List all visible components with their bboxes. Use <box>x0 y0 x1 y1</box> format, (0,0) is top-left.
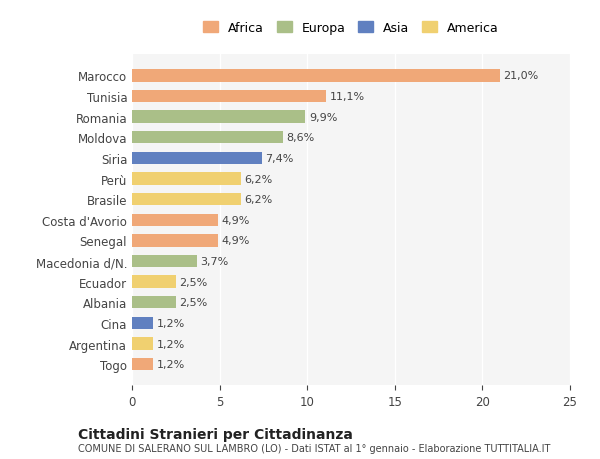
Bar <box>132 111 305 123</box>
Bar <box>132 255 197 268</box>
Text: 9,9%: 9,9% <box>309 112 337 123</box>
Bar <box>132 235 218 247</box>
Bar <box>132 358 153 370</box>
Text: COMUNE DI SALERANO SUL LAMBRO (LO) - Dati ISTAT al 1° gennaio - Elaborazione TUT: COMUNE DI SALERANO SUL LAMBRO (LO) - Dat… <box>78 443 550 453</box>
Bar <box>132 297 176 309</box>
Text: 7,4%: 7,4% <box>265 154 293 163</box>
Bar <box>132 152 262 165</box>
Bar <box>132 317 153 330</box>
Bar <box>132 70 500 83</box>
Text: 4,9%: 4,9% <box>221 215 250 225</box>
Text: 2,5%: 2,5% <box>179 297 208 308</box>
Bar <box>132 173 241 185</box>
Bar <box>132 276 176 288</box>
Bar <box>132 132 283 144</box>
Bar <box>132 214 218 226</box>
Bar <box>132 91 326 103</box>
Text: 1,2%: 1,2% <box>157 318 185 328</box>
Text: 21,0%: 21,0% <box>503 71 539 81</box>
Text: 1,2%: 1,2% <box>157 359 185 369</box>
Text: 3,7%: 3,7% <box>200 257 229 267</box>
Text: 8,6%: 8,6% <box>286 133 314 143</box>
Text: 2,5%: 2,5% <box>179 277 208 287</box>
Text: 4,9%: 4,9% <box>221 236 250 246</box>
Legend: Africa, Europa, Asia, America: Africa, Europa, Asia, America <box>200 18 502 39</box>
Bar <box>132 338 153 350</box>
Bar <box>132 194 241 206</box>
Text: 6,2%: 6,2% <box>244 195 272 205</box>
Text: 1,2%: 1,2% <box>157 339 185 349</box>
Text: 6,2%: 6,2% <box>244 174 272 184</box>
Text: 11,1%: 11,1% <box>330 92 365 102</box>
Text: Cittadini Stranieri per Cittadinanza: Cittadini Stranieri per Cittadinanza <box>78 427 353 441</box>
